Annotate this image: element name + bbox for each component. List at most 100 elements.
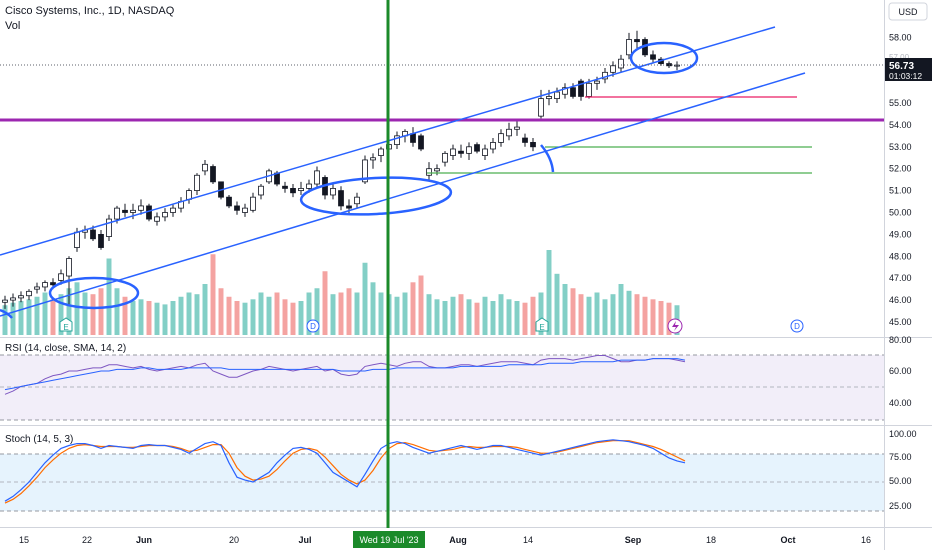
candle[interactable]: [394, 131, 400, 149]
rsi-title[interactable]: RSI (14, close, SMA, 14, 2): [5, 343, 126, 354]
time-label: 22: [82, 535, 92, 545]
candle[interactable]: [514, 120, 520, 136]
candle[interactable]: [26, 289, 32, 301]
candle[interactable]: [562, 83, 568, 99]
candle[interactable]: [474, 142, 480, 154]
candle[interactable]: [538, 89, 544, 119]
candle[interactable]: [554, 87, 560, 103]
earnings-marker[interactable]: E: [535, 317, 549, 332]
price-axis[interactable]: 58.00 55.00 54.00 53.00 52.00 51.00 50.00 49.00…: [889, 32, 912, 327]
candle[interactable]: [226, 194, 232, 209]
candle[interactable]: [346, 199, 352, 215]
candle[interactable]: [106, 214, 112, 241]
candle[interactable]: [202, 159, 208, 176]
stoch-title[interactable]: Stoch (14, 5, 3): [5, 434, 73, 445]
volume-bar: [602, 299, 608, 335]
volume-bars: [2, 250, 680, 335]
candle[interactable]: [458, 144, 464, 158]
candle[interactable]: [530, 138, 536, 152]
candle[interactable]: [194, 173, 200, 195]
volume-bar: [42, 292, 48, 335]
candle[interactable]: [258, 184, 264, 200]
candle[interactable]: [466, 142, 472, 160]
candle[interactable]: [490, 138, 496, 154]
highlight-ellipse[interactable]: [48, 276, 140, 310]
stoch-tick: 75.00: [889, 452, 912, 462]
candle[interactable]: [146, 203, 152, 222]
split-marker[interactable]: [667, 318, 683, 334]
candle[interactable]: [634, 30, 640, 49]
candle[interactable]: [522, 133, 528, 147]
candle[interactable]: [442, 151, 448, 167]
candle[interactable]: [354, 192, 360, 209]
candle[interactable]: [314, 166, 320, 189]
hook-mark[interactable]: [540, 144, 555, 173]
highlight-ellipse[interactable]: [299, 174, 453, 218]
candle[interactable]: [18, 291, 24, 303]
candle[interactable]: [498, 129, 504, 147]
candle[interactable]: [98, 230, 104, 250]
volume-bar: [90, 294, 96, 335]
candle[interactable]: [250, 192, 256, 213]
candle[interactable]: [34, 282, 40, 294]
candle[interactable]: [650, 50, 656, 64]
candle[interactable]: [2, 295, 8, 309]
candle[interactable]: [298, 181, 304, 195]
candle[interactable]: [426, 162, 432, 180]
candle[interactable]: [330, 184, 336, 200]
volume-bar: [50, 299, 56, 335]
candle[interactable]: [282, 181, 288, 193]
candle[interactable]: [10, 293, 16, 307]
volume-bar: [250, 299, 256, 335]
candle[interactable]: [546, 89, 552, 106]
candle[interactable]: [482, 144, 488, 160]
candle[interactable]: [378, 146, 384, 163]
candle[interactable]: [418, 133, 424, 152]
candle[interactable]: [170, 203, 176, 217]
hook-mark[interactable]: [0, 308, 13, 319]
candle[interactable]: [290, 184, 296, 198]
volume-bar: [106, 258, 112, 335]
time-label: Jun: [136, 535, 152, 545]
dividend-marker[interactable]: D: [306, 319, 320, 333]
volume-bar: [458, 294, 464, 335]
candle[interactable]: [506, 122, 512, 141]
price-tick: 52.00: [889, 164, 912, 174]
volume-bar: [570, 288, 576, 335]
price-tick: 53.00: [889, 142, 912, 152]
candle[interactable]: [162, 208, 168, 222]
dividend-marker[interactable]: D: [790, 319, 804, 333]
time-axis[interactable]: 15 22 Jun 20 Jul Aug 14 Sep 18 Oct 16: [19, 535, 871, 545]
candle[interactable]: [674, 61, 680, 71]
channel-lower-line[interactable]: [0, 72, 806, 317]
candle[interactable]: [154, 212, 160, 226]
time-label: Aug: [449, 535, 467, 545]
candle[interactable]: [138, 199, 144, 215]
earnings-marker[interactable]: E: [59, 317, 73, 332]
candle[interactable]: [338, 186, 344, 211]
crosshair-date-badge: [353, 531, 425, 548]
candle[interactable]: [370, 153, 376, 169]
time-label: 18: [706, 535, 716, 545]
candle[interactable]: [122, 203, 128, 217]
volume-bar: [258, 292, 264, 335]
volume-bar: [178, 296, 184, 335]
volume-bar: [490, 301, 496, 335]
currency-button[interactable]: USD: [888, 2, 928, 21]
price-tick: 49.00: [889, 229, 912, 239]
stoch-k-line: [4, 439, 686, 502]
candle[interactable]: [210, 164, 216, 185]
volume-bar: [482, 296, 488, 335]
symbol-title[interactable]: Cisco Systems, Inc., 1D, NASDAQ: [5, 5, 175, 17]
candle[interactable]: [242, 203, 248, 217]
candle[interactable]: [234, 201, 240, 215]
candle[interactable]: [42, 280, 48, 292]
time-label: 16: [861, 535, 871, 545]
highlight-ellipse[interactable]: [629, 41, 699, 75]
candle[interactable]: [626, 32, 632, 60]
candle[interactable]: [450, 144, 456, 160]
candle[interactable]: [578, 78, 584, 101]
volume-bar: [650, 299, 656, 335]
candle[interactable]: [618, 54, 624, 73]
